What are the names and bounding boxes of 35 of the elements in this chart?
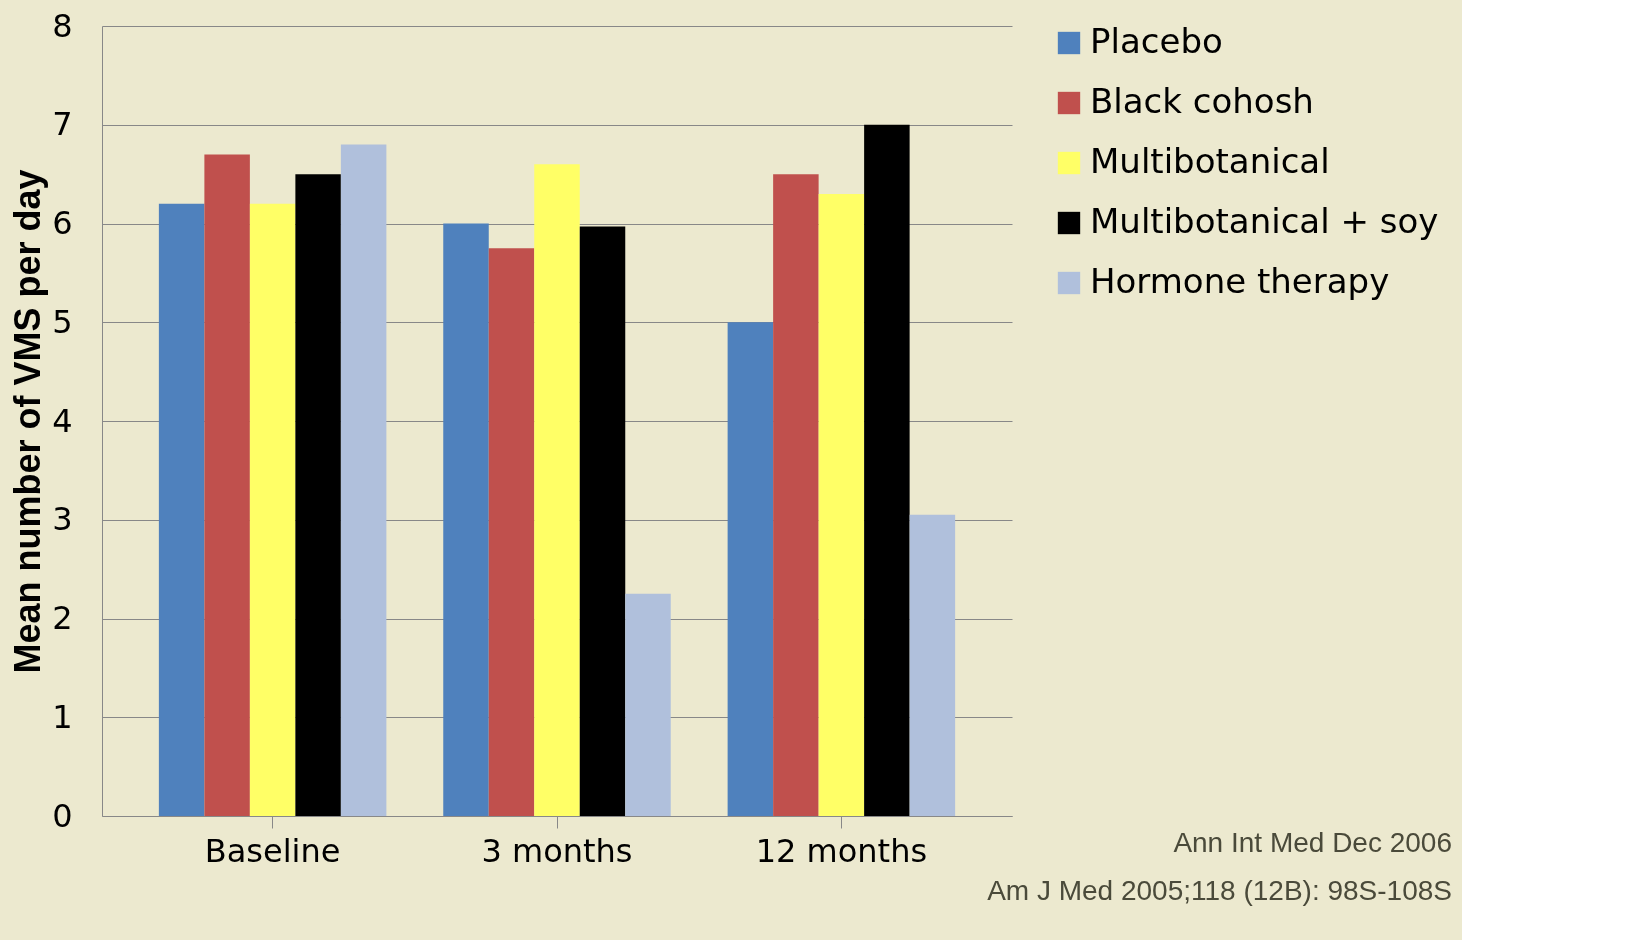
y-tick-label: 8 — [52, 6, 73, 45]
x-tick-label: 3 months — [481, 831, 633, 870]
text: Ann Int Med Dec 2006 — [1173, 827, 1452, 858]
legend-label: Multibotanical + soy — [1090, 201, 1439, 241]
x-tick-label: Baseline — [204, 831, 341, 870]
y-tick-label: 6 — [52, 204, 73, 242]
bar — [864, 124, 910, 816]
y-tick-label: 2 — [52, 599, 73, 637]
bar — [625, 593, 671, 816]
y-tick-label: 1 — [52, 697, 73, 736]
legend-label: Hormone therapy — [1090, 261, 1390, 301]
legend-label: Placebo — [1090, 21, 1223, 61]
legend-label: Black cohosh — [1090, 81, 1314, 121]
bar — [818, 193, 865, 816]
y-tick-label: 4 — [52, 401, 73, 440]
y-axis-title: Mean number of VMS per day — [7, 169, 49, 674]
y-tick-label: 5 — [52, 302, 73, 341]
bar — [727, 322, 774, 816]
y-tick-label: 3 — [52, 500, 73, 539]
bar — [534, 164, 580, 816]
bar — [249, 203, 296, 816]
text: Am J Med 2005;118 (12B): 98S-108S — [987, 875, 1452, 906]
bar — [158, 203, 205, 816]
bar — [443, 223, 489, 816]
bar — [909, 514, 956, 816]
bar — [579, 226, 626, 816]
y-tick-label: 0 — [52, 796, 73, 835]
bar — [340, 144, 387, 816]
bar — [204, 154, 250, 816]
bar — [773, 174, 819, 816]
bar — [295, 174, 341, 816]
y-tick-label: 7 — [52, 105, 73, 144]
legend-label: Multibotanical — [1090, 141, 1330, 181]
bar — [488, 248, 535, 816]
x-tick-label: 12 months — [755, 831, 928, 870]
